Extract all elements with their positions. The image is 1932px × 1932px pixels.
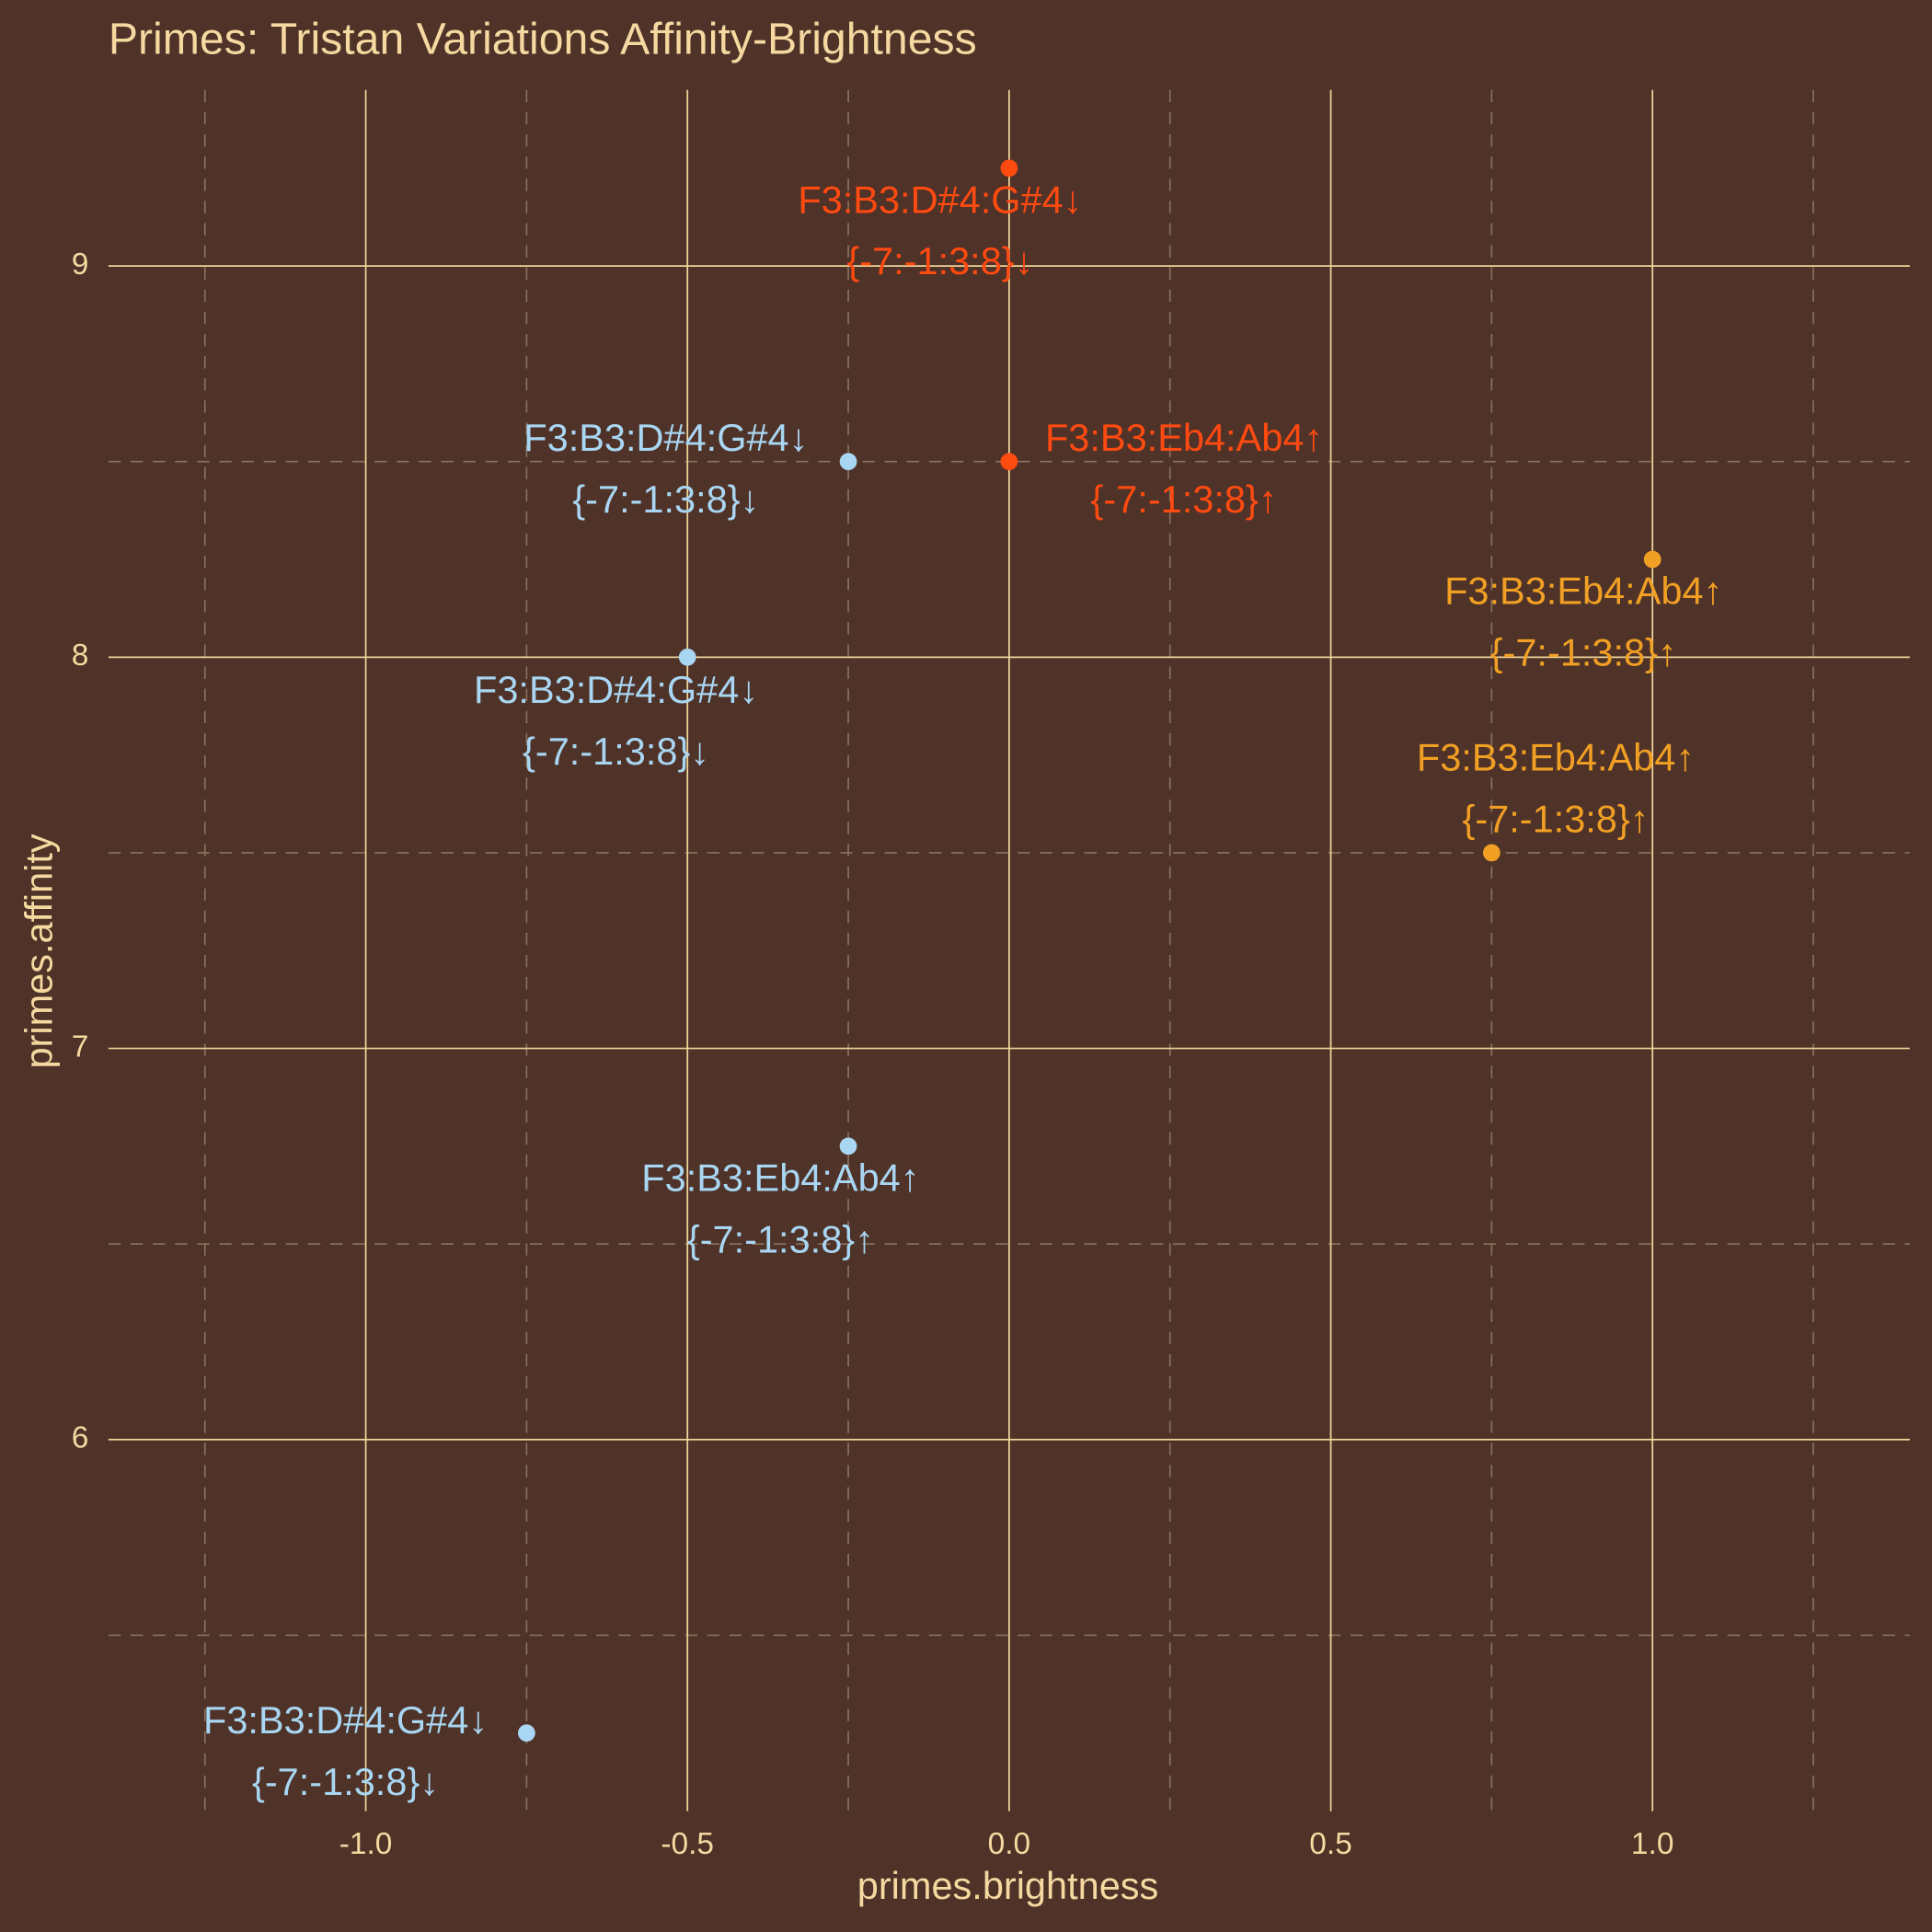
y-tick-label: 8 <box>72 638 89 673</box>
x-tick-label: -1.0 <box>339 1827 393 1861</box>
x-axis-title: primes.brightness <box>857 1864 1159 1907</box>
point-label: F3:B3:Eb4:Ab4↑ <box>1417 735 1695 778</box>
y-tick-label: 7 <box>72 1029 89 1064</box>
point <box>839 453 857 471</box>
point-label: {-7:-1:3:8}↓ <box>846 239 1033 282</box>
x-tick-label: 0.5 <box>1309 1827 1352 1861</box>
point-label: F3:B3:Eb4:Ab4↑ <box>1444 569 1722 613</box>
point <box>1000 453 1018 471</box>
point-label: {-7:-1:3:8}↑ <box>1091 477 1278 521</box>
y-tick-label: 9 <box>72 247 89 282</box>
point-label: F3:B3:D#4:G#4↓ <box>203 1698 488 1742</box>
point <box>1643 550 1662 569</box>
x-tick-label: -0.5 <box>661 1827 714 1861</box>
point-label: F3:B3:D#4:G#4↓ <box>798 178 1082 221</box>
y-axis-title: primes.affinity <box>17 834 61 1068</box>
chart-title: Primes: Tristan Variations Affinity-Brig… <box>109 14 977 63</box>
point-label: {-7:-1:3:8}↓ <box>252 1760 439 1803</box>
point-label: F3:B3:D#4:G#4↓ <box>474 668 758 711</box>
point-label: F3:B3:Eb4:Ab4↑ <box>1045 416 1323 459</box>
point <box>678 648 696 666</box>
point-label: {-7:-1:3:8}↓ <box>572 477 759 521</box>
x-tick-label: 1.0 <box>1631 1827 1674 1861</box>
point <box>1000 159 1018 178</box>
point-label: {-7:-1:3:8}↑ <box>1490 630 1677 673</box>
point-label: {-7:-1:3:8}↑ <box>687 1217 874 1260</box>
y-tick-label: 6 <box>72 1421 89 1455</box>
x-tick-label: 0.0 <box>988 1827 1031 1861</box>
point <box>1482 844 1501 862</box>
point <box>518 1724 535 1742</box>
point-label: {-7:-1:3:8}↑ <box>1462 797 1649 840</box>
point <box>839 1137 857 1156</box>
point-label: F3:B3:Eb4:Ab4↑ <box>641 1156 919 1199</box>
point-label: {-7:-1:3:8}↓ <box>523 730 709 773</box>
point-label: F3:B3:D#4:G#4↓ <box>523 416 808 459</box>
